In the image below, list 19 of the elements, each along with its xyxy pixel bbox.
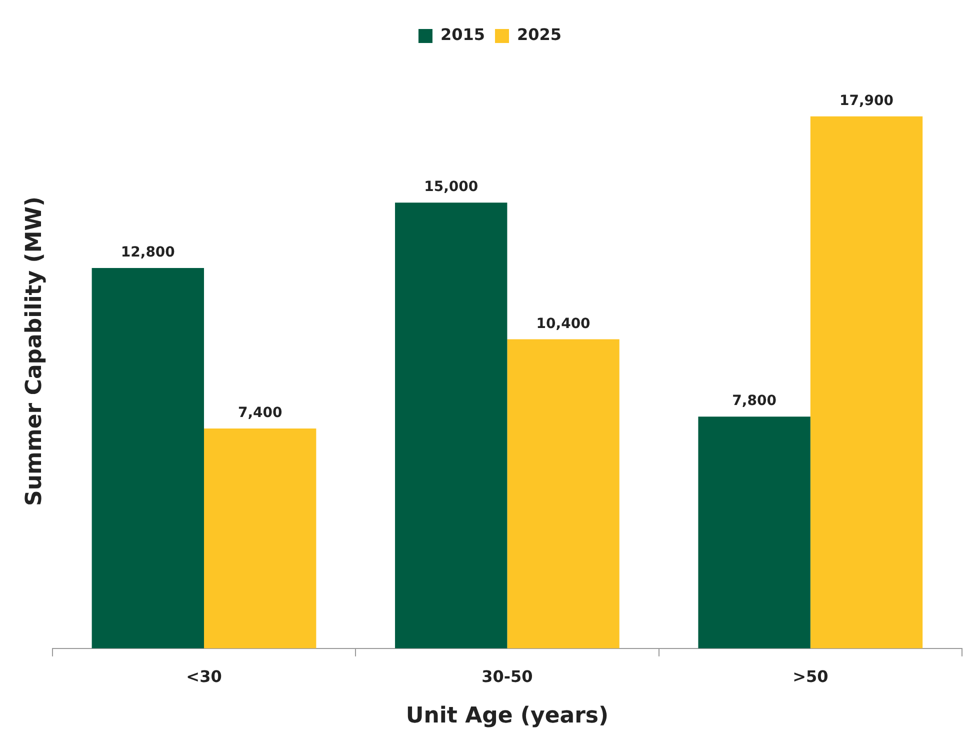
x-tick-label: <30: [186, 667, 222, 686]
data-label: 12,800: [120, 244, 176, 261]
data-label: 17,900: [839, 93, 894, 110]
legend-label: 2015: [440, 25, 485, 44]
data-label: 7,800: [732, 393, 777, 410]
bar: [92, 268, 204, 648]
bar: [810, 116, 923, 648]
data-label: 7,400: [238, 405, 282, 422]
y-axis-title: Summer Capability (MW): [22, 196, 47, 506]
data-label: 15,000: [424, 179, 478, 196]
bar: [698, 416, 810, 648]
bar: [204, 428, 316, 648]
x-tick-label: >50: [792, 667, 828, 686]
bar: [507, 339, 620, 648]
x-axis-title: Unit Age (years): [406, 704, 609, 729]
data-label: 10,400: [536, 316, 591, 332]
x-tick-label: 30-50: [482, 667, 533, 686]
bar: [395, 202, 508, 648]
legend-label: 2025: [517, 25, 562, 44]
